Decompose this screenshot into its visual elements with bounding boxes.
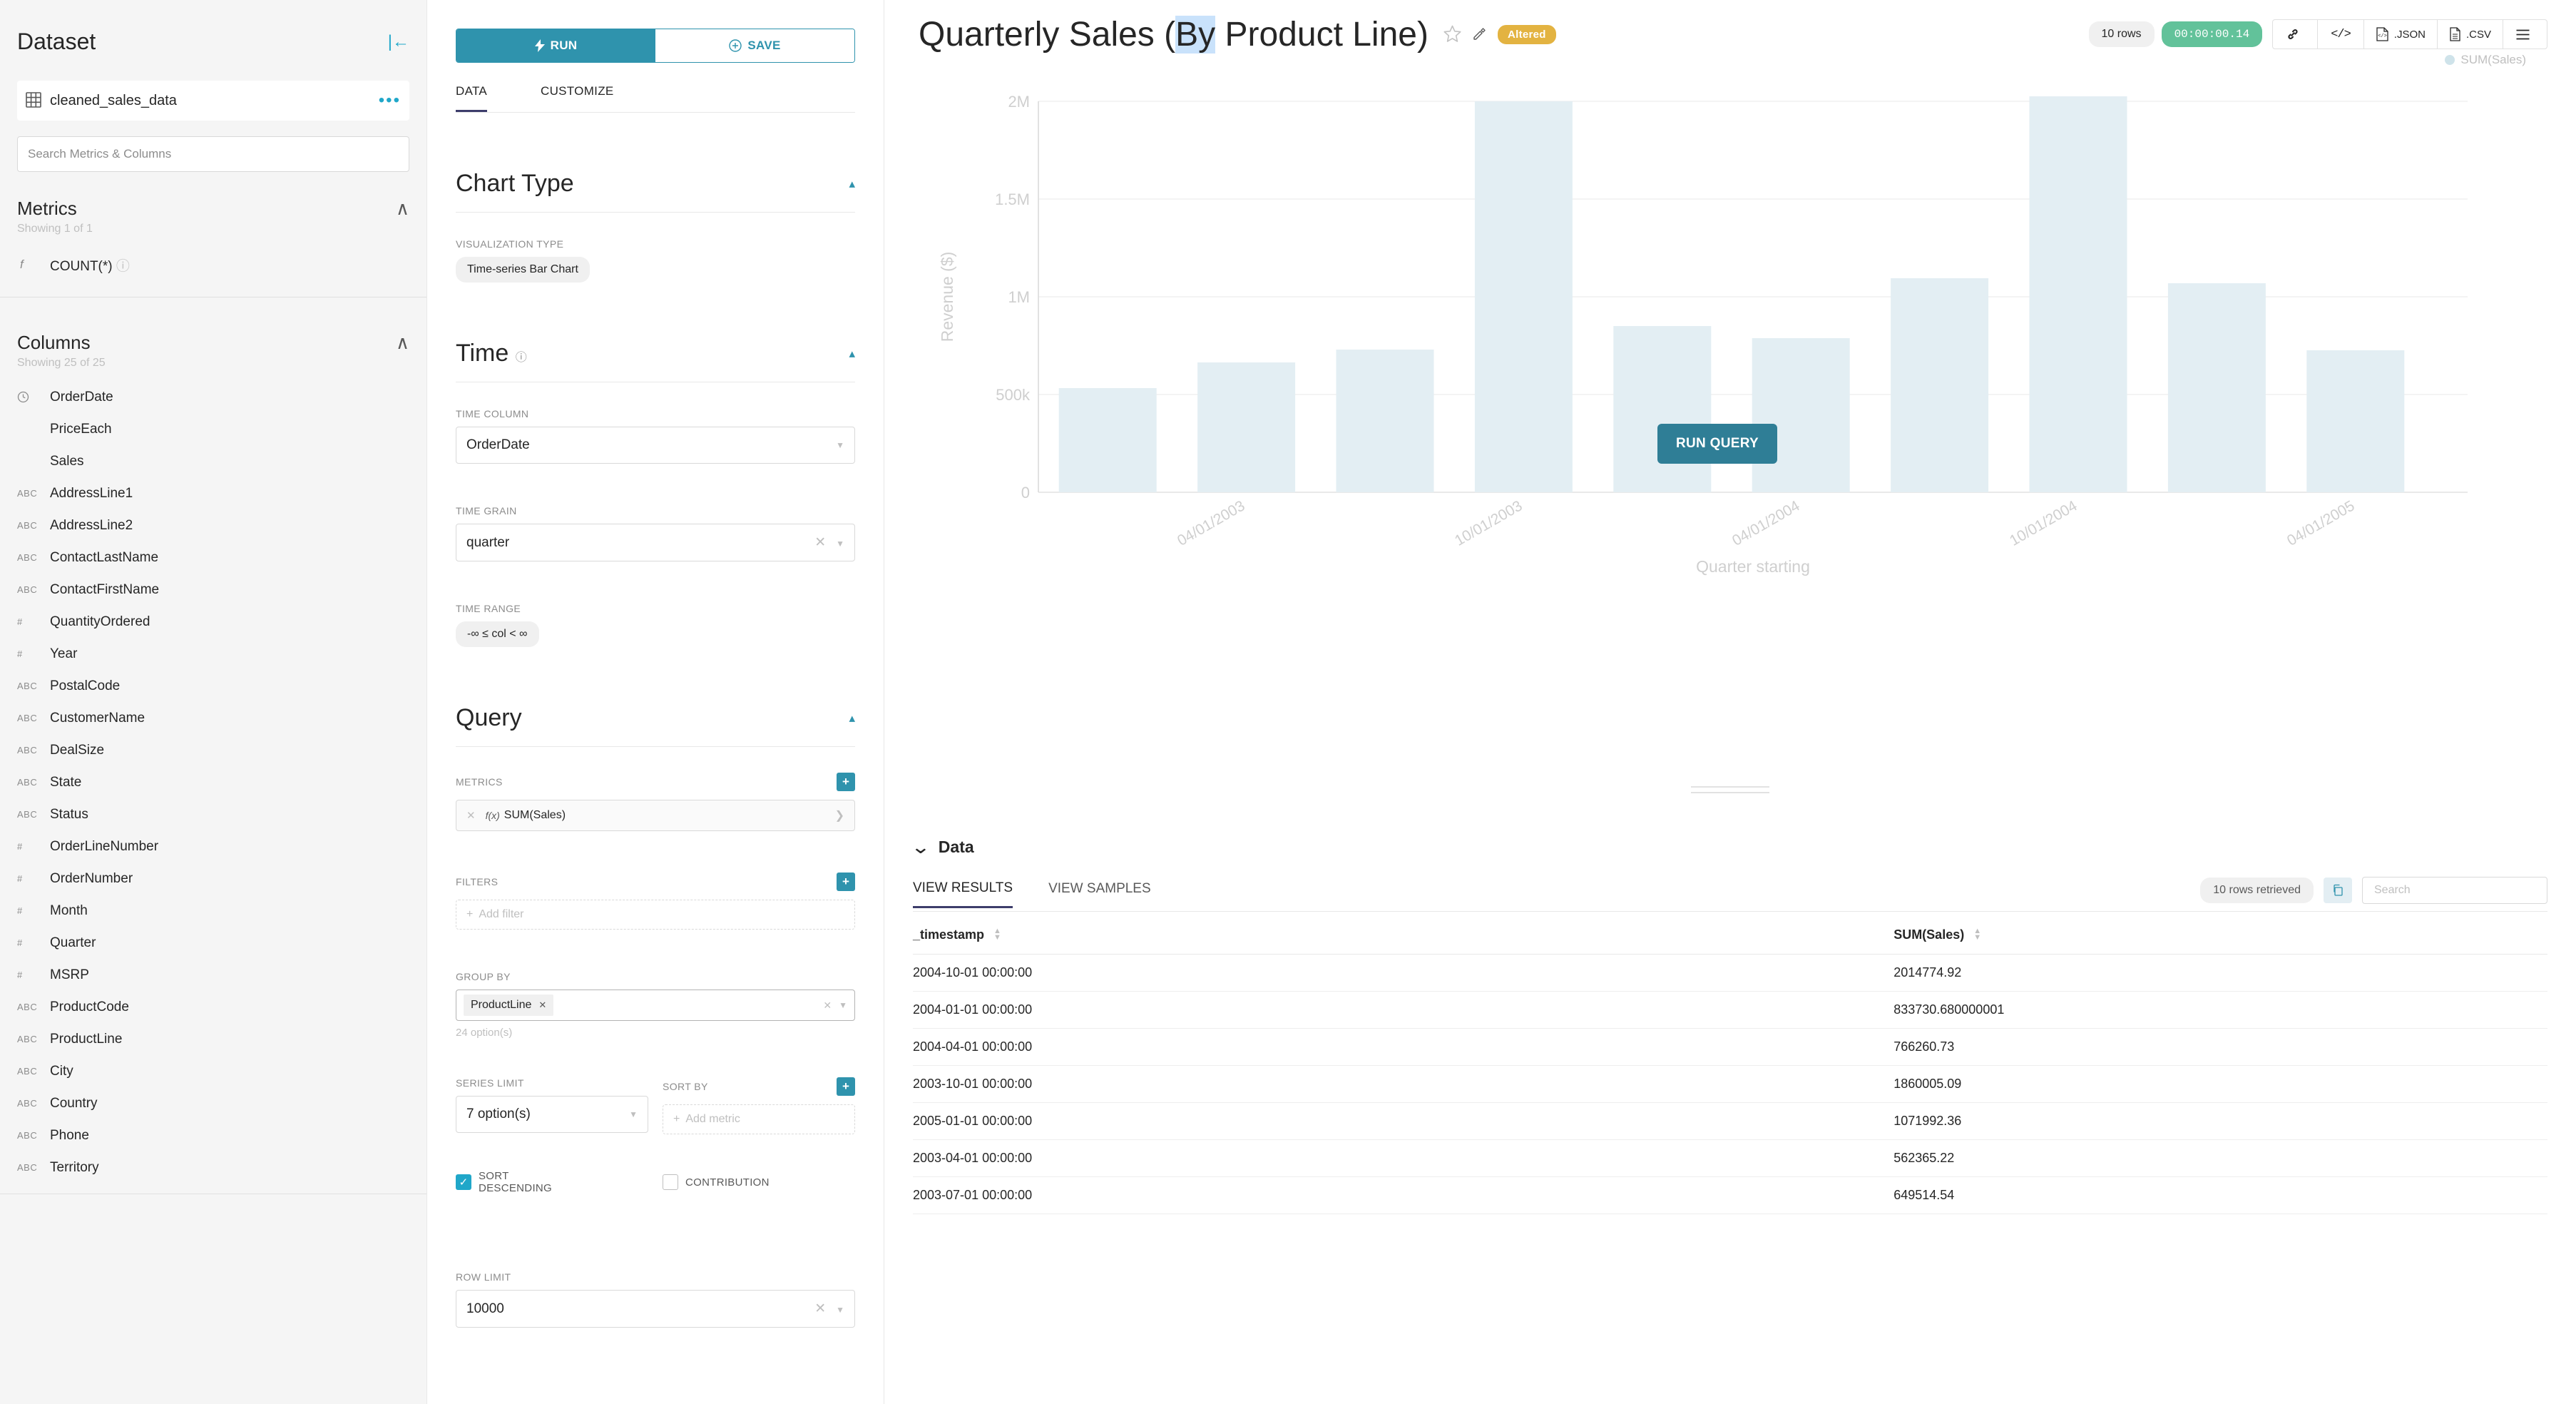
svg-text:Quarter starting: Quarter starting <box>1696 557 1810 576</box>
svg-text:0: 0 <box>1021 484 1030 502</box>
svg-text:10/01/2004: 10/01/2004 <box>2007 497 2080 549</box>
svg-text:1.5M: 1.5M <box>995 190 1030 208</box>
svg-text:2M: 2M <box>1008 93 1030 111</box>
svg-text:04/01/2005: 04/01/2005 <box>2284 497 2358 549</box>
svg-text:04/01/2004: 04/01/2004 <box>1729 497 1803 549</box>
svg-text:Revenue ($): Revenue ($) <box>938 252 956 342</box>
svg-text:</>: </> <box>2378 34 2387 39</box>
svg-text:500k: 500k <box>996 386 1031 404</box>
svg-text:10/01/2003: 10/01/2003 <box>1452 497 1525 549</box>
svg-text:04/01/2003: 04/01/2003 <box>1175 497 1248 549</box>
svg-text:1M: 1M <box>1008 288 1030 306</box>
